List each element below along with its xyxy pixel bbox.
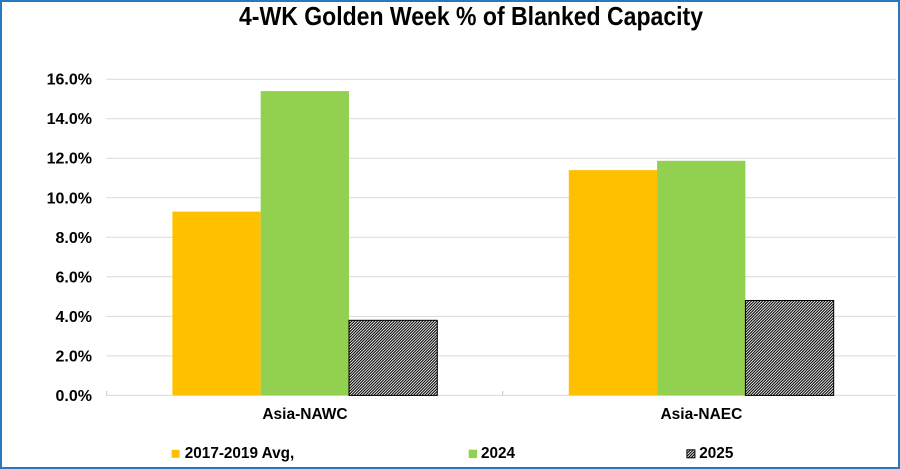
svg-text:2.0%: 2.0% — [56, 348, 92, 365]
svg-text:14.0%: 14.0% — [47, 111, 92, 128]
svg-text:2025: 2025 — [699, 445, 734, 462]
svg-text:0.0%: 0.0% — [56, 388, 92, 405]
svg-text:4.0%: 4.0% — [56, 309, 92, 326]
svg-text:16.0%: 16.0% — [47, 72, 92, 89]
svg-text:Asia-NAEC: Asia-NAEC — [660, 406, 742, 423]
svg-text:10.0%: 10.0% — [47, 190, 92, 207]
svg-text:2024: 2024 — [481, 445, 516, 462]
svg-text:8.0%: 8.0% — [56, 230, 92, 247]
svg-text:Asia-NAWC: Asia-NAWC — [262, 406, 347, 423]
svg-text:2017-2019 Avg,: 2017-2019 Avg, — [185, 445, 294, 462]
svg-text:12.0%: 12.0% — [47, 151, 92, 168]
svg-text:6.0%: 6.0% — [56, 269, 92, 286]
svg-text:4-WK Golden Week % of Blanked: 4-WK Golden Week % of Blanked Capacity — [239, 1, 703, 31]
